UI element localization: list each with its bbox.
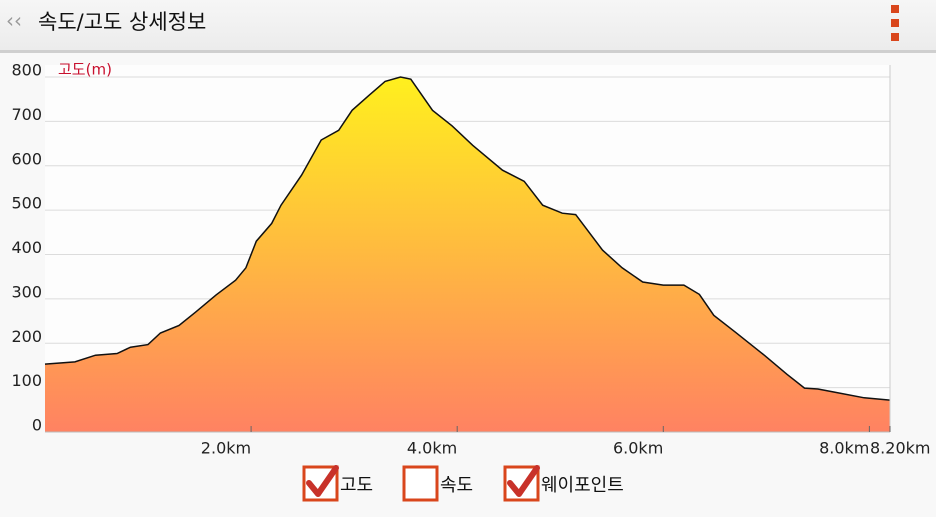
x-tick-label: 6.0km (613, 439, 663, 458)
plot: 0 100 200 300 400 500 600 700 800 고도(m) 2.0km 4.0km… (11, 61, 930, 458)
x-tick-label: 8.20km (870, 439, 930, 458)
y-tick-label: 400 (11, 238, 42, 257)
checkbox[interactable] (402, 465, 439, 502)
header-title: 속도/고도 상세정보 (38, 10, 206, 34)
toggles: 고도 속도 웨이포인트 (302, 465, 624, 502)
y-tick-label: 700 (11, 105, 42, 124)
toggle-label[interactable]: 웨이포인트 (541, 475, 624, 496)
header-shadow (0, 50, 936, 53)
y-tick-label: 100 (11, 371, 42, 390)
menu-button[interactable] (891, 5, 899, 41)
back-button[interactable]: ‹‹ (6, 9, 22, 33)
y-tick-label: 500 (11, 194, 42, 213)
checkmark (306, 465, 339, 497)
toggle-label[interactable]: 속도 (440, 475, 473, 496)
y-axis-title: 고도(m) (58, 61, 112, 79)
elevation-area (45, 77, 890, 432)
checkmark (507, 465, 540, 497)
y-tick-label: 600 (11, 149, 42, 168)
x-tick-label: 2.0km (201, 439, 251, 458)
y-tick-label: 0 (32, 416, 42, 435)
y-tick-label: 200 (11, 327, 42, 346)
toggle-label[interactable]: 고도 (340, 475, 373, 496)
x-tick-label: 4.0km (407, 439, 457, 458)
y-tick-label: 800 (11, 61, 42, 80)
y-tick-label: 300 (11, 282, 42, 301)
elevation-line (44, 76, 891, 401)
header-bar (0, 0, 936, 50)
x-tick-label: 8.0km (819, 439, 869, 458)
